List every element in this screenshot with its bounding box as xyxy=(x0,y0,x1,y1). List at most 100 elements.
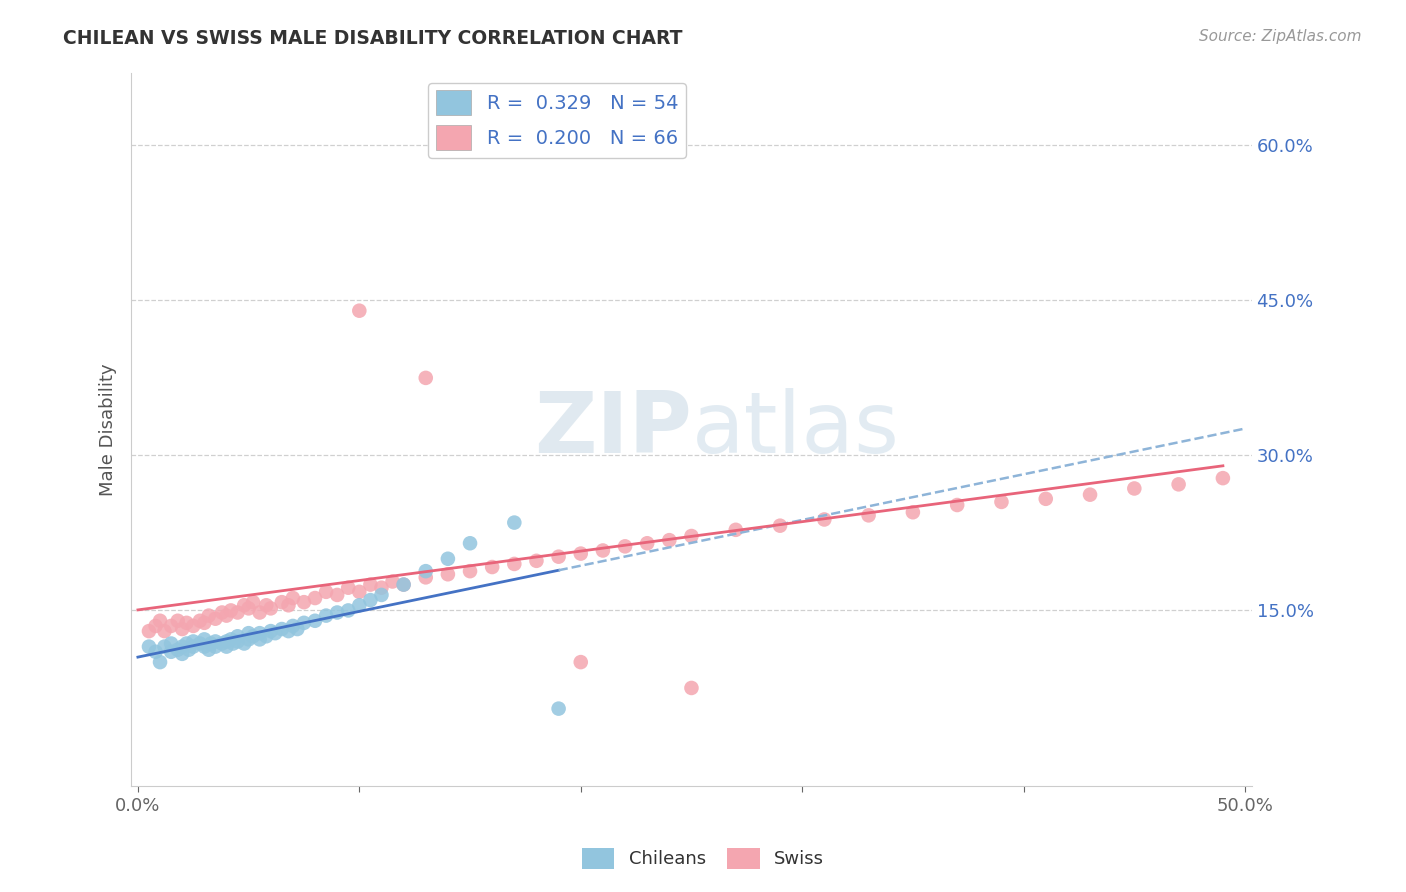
Point xyxy=(315,584,337,599)
Point xyxy=(547,549,569,564)
Legend: Chileans, Swiss: Chileans, Swiss xyxy=(575,840,831,876)
Point xyxy=(277,624,299,639)
Point xyxy=(337,603,360,617)
Point xyxy=(242,595,264,609)
Point xyxy=(569,547,592,561)
Point xyxy=(281,619,304,633)
Point xyxy=(149,614,172,628)
Point xyxy=(304,591,326,605)
Y-axis label: Male Disability: Male Disability xyxy=(100,363,117,496)
Point xyxy=(990,495,1012,509)
Point xyxy=(285,622,308,636)
Point xyxy=(160,619,183,633)
Point xyxy=(172,622,194,636)
Point xyxy=(153,640,176,654)
Point xyxy=(249,632,271,647)
Point xyxy=(437,551,460,566)
Point xyxy=(337,581,360,595)
Point xyxy=(1212,471,1234,485)
Point xyxy=(204,612,226,626)
Point xyxy=(211,636,233,650)
Text: CHILEAN VS SWISS MALE DISABILITY CORRELATION CHART: CHILEAN VS SWISS MALE DISABILITY CORRELA… xyxy=(63,29,683,47)
Point xyxy=(181,619,204,633)
Point xyxy=(349,584,371,599)
Point xyxy=(172,640,194,654)
Point xyxy=(458,536,481,550)
Point xyxy=(242,629,264,643)
Legend: R =  0.329   N = 54, R =  0.200   N = 66: R = 0.329 N = 54, R = 0.200 N = 66 xyxy=(429,83,686,158)
Point xyxy=(197,642,219,657)
Point xyxy=(226,634,249,648)
Point xyxy=(200,636,222,650)
Point xyxy=(188,636,211,650)
Point xyxy=(381,574,404,589)
Point xyxy=(614,540,637,554)
Point xyxy=(769,518,792,533)
Point xyxy=(370,581,392,595)
Point xyxy=(370,588,392,602)
Point xyxy=(238,626,260,640)
Point xyxy=(226,606,249,620)
Point xyxy=(681,681,703,695)
Point xyxy=(215,634,238,648)
Point xyxy=(219,632,242,647)
Point xyxy=(177,642,200,657)
Point xyxy=(166,642,188,657)
Point xyxy=(481,560,503,574)
Point xyxy=(503,557,526,571)
Point xyxy=(349,303,371,318)
Point xyxy=(1123,482,1146,496)
Point xyxy=(249,606,271,620)
Point xyxy=(254,629,277,643)
Point xyxy=(359,577,381,591)
Point xyxy=(254,599,277,613)
Point xyxy=(193,615,215,630)
Point xyxy=(176,615,198,630)
Point xyxy=(193,632,215,647)
Text: ZIP: ZIP xyxy=(534,388,692,471)
Point xyxy=(270,595,292,609)
Point xyxy=(315,608,337,623)
Point xyxy=(138,640,160,654)
Point xyxy=(724,523,747,537)
Point xyxy=(197,608,219,623)
Point xyxy=(277,599,299,613)
Point xyxy=(233,636,256,650)
Point xyxy=(160,636,183,650)
Point xyxy=(304,614,326,628)
Point xyxy=(349,599,371,613)
Point xyxy=(415,564,437,578)
Point xyxy=(658,533,681,548)
Point xyxy=(946,498,969,512)
Point xyxy=(226,629,249,643)
Point xyxy=(238,632,260,647)
Point xyxy=(592,543,614,558)
Point xyxy=(166,614,188,628)
Text: Source: ZipAtlas.com: Source: ZipAtlas.com xyxy=(1198,29,1361,44)
Point xyxy=(437,567,460,582)
Point xyxy=(636,536,658,550)
Point xyxy=(503,516,526,530)
Point xyxy=(233,599,256,613)
Point xyxy=(264,626,287,640)
Point xyxy=(219,603,242,617)
Point xyxy=(481,118,503,132)
Point xyxy=(193,640,215,654)
Point xyxy=(153,624,176,639)
Point xyxy=(160,645,183,659)
Point xyxy=(526,554,548,568)
Point xyxy=(901,505,924,519)
Text: atlas: atlas xyxy=(692,388,900,471)
Point xyxy=(215,608,238,623)
Point xyxy=(188,614,211,628)
Point xyxy=(211,606,233,620)
Point xyxy=(172,647,194,661)
Point xyxy=(181,640,204,654)
Point xyxy=(260,601,283,615)
Point xyxy=(547,701,569,715)
Point xyxy=(181,634,204,648)
Point xyxy=(204,640,226,654)
Point xyxy=(292,615,315,630)
Point xyxy=(145,645,167,659)
Point xyxy=(204,634,226,648)
